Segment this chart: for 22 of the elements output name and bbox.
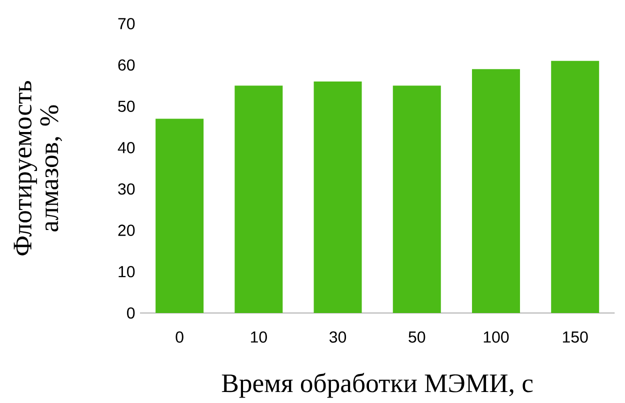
- y-axis-title: Флотируемость алмазов, %: [14, 81, 62, 256]
- y-tick-label: 60: [118, 59, 135, 71]
- x-axis-title: Время обработки МЭМИ, с: [222, 372, 533, 398]
- y-tick-label: 50: [118, 100, 135, 112]
- bar: [551, 60, 600, 313]
- x-tick-label: 10: [250, 331, 267, 343]
- x-tick-label: 100: [484, 331, 509, 343]
- bar: [156, 118, 204, 313]
- y-tick-label: 40: [118, 142, 135, 154]
- y-tick-label: 20: [118, 224, 135, 236]
- bar: [392, 86, 441, 313]
- x-tick-label: 30: [329, 331, 346, 343]
- y-tick-label: 0: [127, 307, 135, 319]
- y-tick-label: 10: [118, 266, 135, 278]
- x-tick-label: 0: [176, 331, 184, 343]
- x-tick-label: 50: [408, 331, 426, 343]
- bar: [234, 86, 283, 313]
- y-tick-label: 70: [118, 18, 135, 30]
- y-tick-label: 30: [118, 183, 135, 195]
- x-tick-label: 150: [562, 331, 588, 343]
- bar: [314, 82, 362, 313]
- bar: [472, 69, 520, 313]
